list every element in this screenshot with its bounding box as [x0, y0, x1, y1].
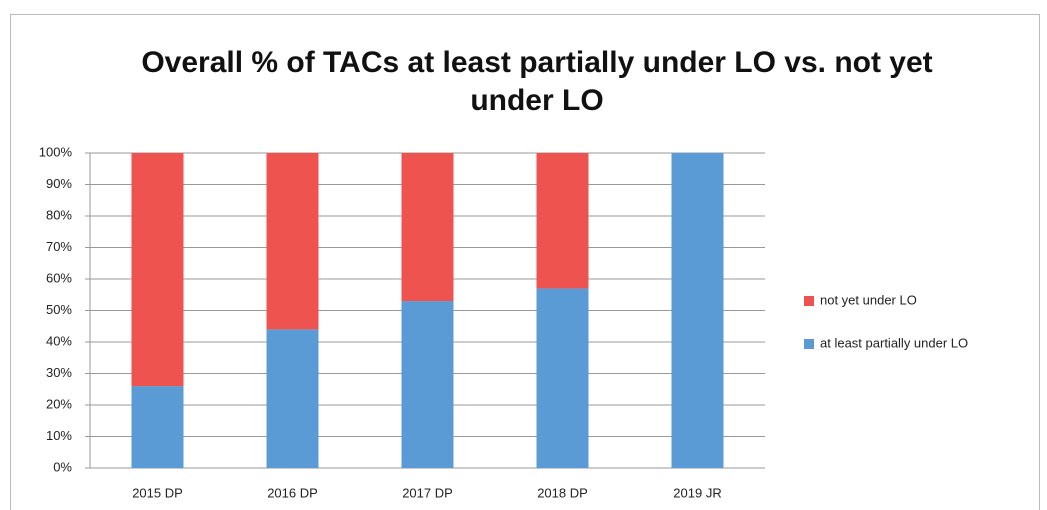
y-tick-label: 40% [46, 333, 72, 348]
bar-segment [536, 288, 589, 468]
bar-segment [536, 153, 589, 289]
y-tick-label: 60% [46, 270, 72, 285]
x-tick-label: 2016 DP [267, 485, 318, 500]
legend-label: not yet under LO [820, 292, 917, 307]
bar-segment [131, 153, 184, 387]
legend-label: at least partially under LO [820, 335, 968, 350]
y-tick-label: 20% [46, 396, 72, 411]
y-tick-label: 10% [46, 428, 72, 443]
bar-segment [266, 153, 319, 330]
x-tick-label: 2015 DP [132, 485, 183, 500]
bar-segment [671, 153, 724, 468]
y-tick-label: 0% [53, 459, 72, 474]
bar-segment [401, 301, 454, 468]
chart-title: Overall % of TACs at least partially und… [141, 46, 933, 117]
bar-segment [266, 329, 319, 468]
bar-segment [401, 153, 454, 302]
legend-swatch [804, 296, 814, 306]
legend-swatch [804, 339, 814, 349]
x-tick-label: 2019 JR [673, 485, 721, 500]
y-tick-label: 30% [46, 365, 72, 380]
y-tick-label: 100% [39, 144, 73, 159]
y-tick-label: 80% [46, 207, 72, 222]
y-tick-label: 70% [46, 239, 72, 254]
chart-frame [10, 14, 1040, 510]
y-tick-label: 90% [46, 176, 72, 191]
x-tick-label: 2017 DP [402, 485, 453, 500]
x-tick-label: 2018 DP [537, 485, 588, 500]
bar-segment [131, 386, 184, 468]
y-tick-label: 50% [46, 302, 72, 317]
